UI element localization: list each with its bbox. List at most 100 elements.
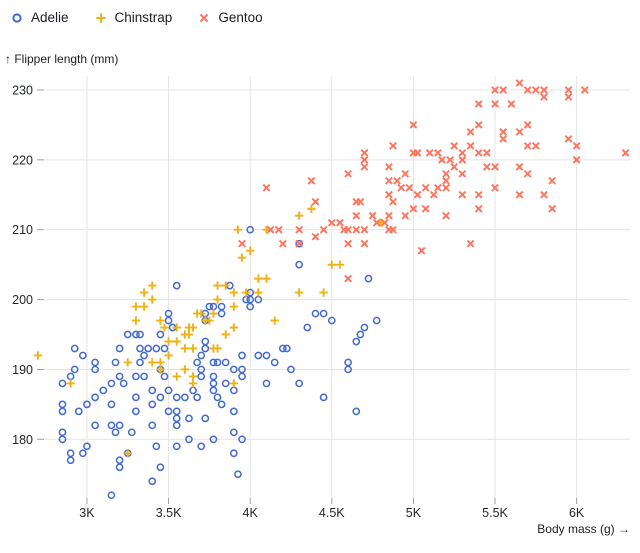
gentoo-data-point <box>421 204 430 213</box>
gentoo-data-point <box>336 218 344 227</box>
gentoo-data-point <box>238 239 246 248</box>
adelie-data-point <box>107 400 116 409</box>
gentoo-data-point <box>393 176 401 185</box>
adelie-data-point <box>352 337 361 346</box>
gentoo-data-point <box>278 239 287 248</box>
adelie-data-point <box>111 358 120 367</box>
chinstrap-data-point <box>188 323 198 332</box>
chinstrap-data-point <box>319 288 328 297</box>
adelie-data-point <box>246 295 255 304</box>
adelie-data-point <box>70 365 79 374</box>
gentoo-data-point <box>385 211 393 220</box>
adelie-data-point <box>91 393 99 402</box>
adelie-data-point <box>209 358 218 367</box>
x-tick-label: 3.5K <box>156 506 182 520</box>
chinstrap-data-point <box>229 288 239 297</box>
gentoo-data-point <box>368 211 377 220</box>
gentoo-data-point <box>434 183 442 192</box>
adelie-data-point <box>283 344 291 353</box>
chinstrap-data-point <box>294 211 304 220</box>
gentoo-data-point <box>523 86 532 94</box>
adelie-data-point <box>172 407 181 416</box>
gentoo-data-point <box>434 148 442 157</box>
gentoo-data-point <box>474 204 483 213</box>
gentoo-data-point <box>466 128 475 136</box>
adelie-data-point <box>160 372 169 381</box>
gentoo-data-point <box>507 100 516 108</box>
adelie-data-point <box>295 260 303 269</box>
adelie-data-point <box>262 379 271 388</box>
x-tick-label: 5.5K <box>482 506 508 520</box>
adelie-data-point <box>115 421 124 430</box>
gentoo-data-point <box>385 176 393 185</box>
adelie-data-point <box>295 239 303 248</box>
gentoo-data-point <box>474 148 483 157</box>
chinstrap-data-point <box>123 449 132 458</box>
chinstrap-data-point <box>229 302 239 311</box>
gentoo-data-point <box>499 128 508 136</box>
gentoo-data-point <box>564 86 573 94</box>
adelie-data-point <box>152 344 161 353</box>
chinstrap-data-point <box>156 316 165 325</box>
y-tick-label: 200 <box>12 293 33 307</box>
gentoo-data-point <box>515 79 524 87</box>
gentoo-data-point <box>425 148 434 157</box>
gentoo-times-icon <box>196 9 212 25</box>
x-axis-label: Body mass (g) → <box>537 522 630 536</box>
gentoo-data-point <box>401 169 410 178</box>
chinstrap-data-point <box>148 295 157 304</box>
adelie-data-point <box>213 358 222 367</box>
gentoo-data-point <box>499 86 508 94</box>
adelie-data-point <box>58 407 67 416</box>
chinstrap-data-point <box>148 281 157 290</box>
chinstrap-data-point <box>131 316 141 325</box>
gentoo-data-point <box>360 148 369 157</box>
adelie-data-point <box>66 456 75 465</box>
adelie-data-point <box>156 393 165 402</box>
adelie-data-point <box>156 330 165 339</box>
adelie-data-point <box>132 372 140 381</box>
adelie-data-point <box>360 323 369 332</box>
gentoo-data-point <box>262 183 271 192</box>
adelie-data-point <box>197 365 206 374</box>
adelie-data-point <box>132 393 140 402</box>
adelie-data-point <box>197 351 206 360</box>
chinstrap-data-point <box>148 358 157 367</box>
gentoo-data-point <box>531 141 540 150</box>
gentoo-data-point <box>438 155 446 164</box>
gentoo-data-point <box>311 232 320 241</box>
chinstrap-data-point <box>237 253 247 262</box>
gentoo-data-point <box>389 197 397 206</box>
gentoo-data-point <box>360 162 369 171</box>
adelie-data-point <box>132 330 140 339</box>
gentoo-data-point <box>540 190 548 199</box>
chinstrap-data-point <box>139 302 149 311</box>
adelie-data-point <box>327 316 336 325</box>
legend-label-adelie: Adelie <box>31 9 69 25</box>
gentoo-data-point <box>540 86 548 94</box>
adelie-data-point <box>172 393 181 402</box>
adelie-data-point <box>217 302 226 311</box>
gentoo-data-point <box>319 225 328 234</box>
adelie-data-point <box>254 351 263 360</box>
adelie-data-point <box>238 435 246 444</box>
gentoo-data-point <box>450 162 459 171</box>
adelie-data-point <box>352 407 361 416</box>
chinstrap-data-point <box>213 281 222 290</box>
adelie-data-point <box>148 400 157 409</box>
adelie-data-point <box>230 365 238 374</box>
gentoo-data-point <box>442 176 450 185</box>
adelie-data-point <box>209 379 218 388</box>
gentoo-data-point <box>458 148 467 157</box>
gentoo-data-point <box>360 239 369 248</box>
chinstrap-data-point <box>335 260 345 269</box>
gentoo-data-point <box>523 141 532 150</box>
gentoo-data-point <box>474 190 483 199</box>
chinstrap-data-point <box>188 344 198 353</box>
gentoo-data-point <box>523 169 532 178</box>
chinstrap-data-point <box>164 351 173 360</box>
gentoo-data-point <box>352 225 361 234</box>
chinstrap-data-point <box>209 309 218 318</box>
adelie-data-point <box>197 442 206 451</box>
adelie-data-point <box>148 421 157 430</box>
